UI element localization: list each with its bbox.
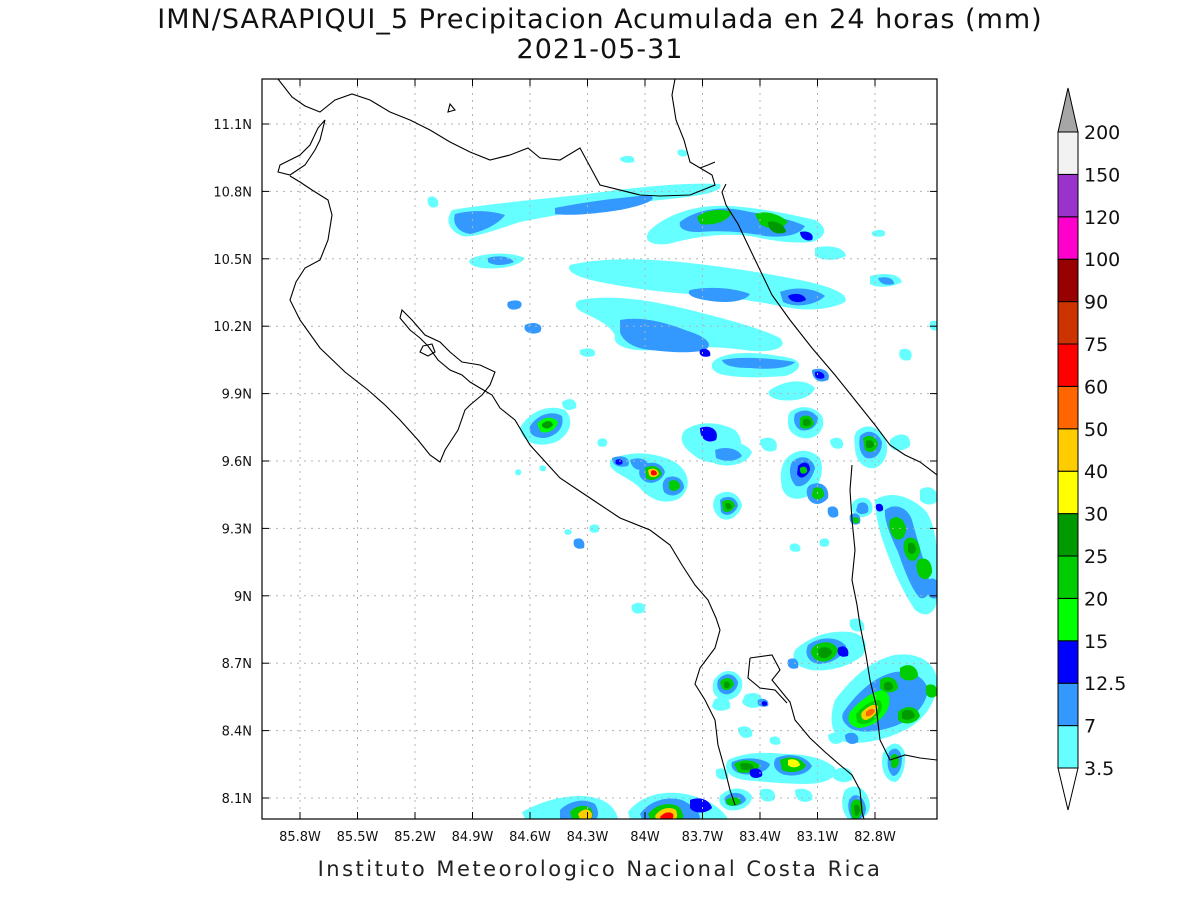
lat-tick-label: 10.2N [213,320,252,335]
colorbar-label: 200 [1084,122,1120,144]
map-footer: Instituto Meteorologico Nacional Costa R… [317,857,883,881]
lon-tick-label: 82.8W [854,830,896,845]
lon-tick-label: 85.5W [337,830,379,845]
colorbar-label: 90 [1084,292,1108,314]
colorbar: 3.5 7 12.5 15 20 25 30 40 50 60 75 90 100 120 150 200 [1057,87,1126,811]
lat-tick-label: 10.8N [213,185,252,200]
colorbar-label: 60 [1084,376,1108,398]
colorbar-swatch [1057,513,1079,557]
lon-tick-label: 85.2W [394,830,436,845]
lon-tick-label: 85.8W [279,830,321,845]
colorbar-swatch [1057,470,1079,515]
lat-tick-label: 9.3N [222,522,252,537]
map-title: IMN/SARAPIQUI_5 Precipitacion Acumulada … [157,4,1043,35]
colorbar-label: 75 [1084,334,1108,356]
colorbar-label: 20 [1084,588,1108,610]
colorbar-over-triangle [1057,87,1079,133]
lon-tick-label: 83.1W [797,830,839,845]
map-frame [261,78,938,820]
map-date: 2021-05-31 [516,34,684,65]
colorbar-label: 30 [1084,504,1108,526]
lon-tick-label: 83.4W [739,830,781,845]
colorbar-swatch [1057,131,1079,175]
colorbar-label: 150 [1084,164,1120,186]
colorbar-swatch [1057,173,1079,218]
colorbar-swatch [1057,640,1079,684]
colorbar-swatch [1057,385,1079,430]
colorbar-swatch [1057,258,1079,303]
map-axes: 85.8W 85.5W 85.2W 84.9W 84.6W 84.3W 84W 83.7W 83… [213,79,937,845]
colorbar-label: 7 [1084,716,1096,738]
lat-tick-label: 10.5N [213,253,252,268]
colorbar-swatch [1057,301,1079,345]
lat-tick-label: 9.6N [222,455,252,470]
colorbar-label: 25 [1084,546,1108,568]
lon-tick-label: 84.9W [452,830,494,845]
colorbar-swatch [1057,428,1079,472]
colorbar-label: 50 [1084,419,1108,441]
colorbar-swatch [1057,555,1079,599]
colorbar-label: 100 [1084,249,1120,271]
lat-tick-label: 8.7N [222,657,252,672]
lon-tick-label: 84.3W [567,830,609,845]
lat-tick-label: 9.9N [222,388,252,403]
colorbar-swatch [1057,682,1079,727]
lat-tick-label: 9N [234,590,252,605]
lon-tick-label: 84.6W [509,830,551,845]
lat-tick-label: 8.4N [222,725,252,740]
colorbar-under-triangle [1057,767,1079,811]
colorbar-swatch [1057,343,1079,387]
colorbar-swatch [1057,725,1079,769]
precipitation-field [427,149,937,819]
lat-tick-label: 8.1N [222,792,252,807]
colorbar-swatch [1057,597,1079,642]
colorbar-label: 3.5 [1084,758,1114,780]
lon-tick-label: 83.7W [682,830,724,845]
colorbar-label: 12.5 [1084,673,1126,695]
coastlines [277,79,937,819]
colorbar-label: 120 [1084,207,1120,229]
colorbar-label: 40 [1084,461,1108,483]
lat-tick-label: 11.1N [213,118,252,133]
lon-tick-label: 84W [630,830,660,845]
colorbar-swatch [1057,216,1079,260]
colorbar-label: 15 [1084,631,1108,653]
